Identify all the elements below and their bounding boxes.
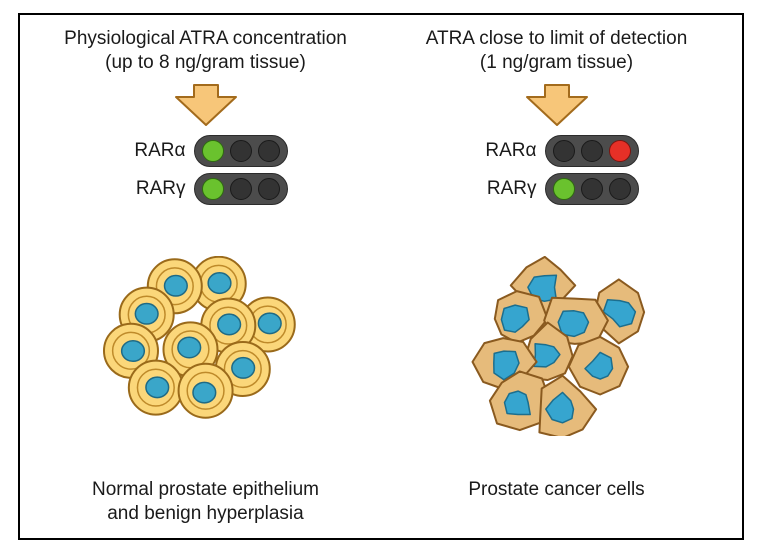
cancer-cells-icon xyxy=(439,256,675,436)
left-bottom-label: Normal prostate epithelium and benign hy… xyxy=(92,478,319,528)
indicator-row: RARα xyxy=(475,135,639,167)
status-light-off-icon xyxy=(258,178,280,200)
diagram-frame: Physiological ATRA concentration (up to … xyxy=(0,0,762,553)
left-column: Physiological ATRA concentration (up to … xyxy=(30,23,381,534)
status-light-off-icon xyxy=(581,140,603,162)
indicator-label: RARγ xyxy=(475,178,537,200)
status-pill xyxy=(545,173,639,205)
right-heading-line2: (1 ng/gram tissue) xyxy=(480,52,633,73)
left-heading-line2: (up to 8 ng/gram tissue) xyxy=(105,52,306,73)
right-column: ATRA close to limit of detection (1 ng/g… xyxy=(381,23,732,534)
right-cells xyxy=(439,219,675,472)
status-pill xyxy=(194,173,288,205)
left-heading-line1: Physiological ATRA concentration xyxy=(64,28,347,49)
diagram-inner: Physiological ATRA concentration (up to … xyxy=(18,13,744,540)
right-indicators: RARα RARγ xyxy=(475,135,639,205)
right-bottom-label: Prostate cancer cells xyxy=(468,478,644,528)
right-heading-line1: ATRA close to limit of detection xyxy=(426,28,688,49)
indicator-label: RARα xyxy=(475,140,537,162)
status-light-off-icon xyxy=(581,178,603,200)
left-bottom-line1: Normal prostate epithelium xyxy=(92,479,319,500)
status-light-green-icon xyxy=(202,140,224,162)
indicator-label: RARγ xyxy=(124,178,186,200)
right-bottom-line1: Prostate cancer cells xyxy=(468,479,644,500)
left-heading: Physiological ATRA concentration (up to … xyxy=(64,27,347,77)
normal-cells-icon xyxy=(88,256,324,436)
status-pill xyxy=(194,135,288,167)
status-light-off-icon xyxy=(230,178,252,200)
indicator-row: RARγ xyxy=(124,173,288,205)
status-light-green-icon xyxy=(553,178,575,200)
status-light-green-icon xyxy=(202,178,224,200)
down-arrow-icon xyxy=(174,83,238,127)
status-light-off-icon xyxy=(230,140,252,162)
indicator-row: RARγ xyxy=(475,173,639,205)
right-heading: ATRA close to limit of detection (1 ng/g… xyxy=(426,27,688,77)
left-cells xyxy=(88,219,324,472)
left-bottom-line2: and benign hyperplasia xyxy=(107,503,304,524)
indicator-row: RARα xyxy=(124,135,288,167)
down-arrow-icon xyxy=(525,83,589,127)
status-light-red-icon xyxy=(609,140,631,162)
status-light-off-icon xyxy=(258,140,280,162)
left-indicators: RARα RARγ xyxy=(124,135,288,205)
left-arrow xyxy=(174,83,238,127)
status-light-off-icon xyxy=(609,178,631,200)
status-pill xyxy=(545,135,639,167)
right-arrow xyxy=(525,83,589,127)
indicator-label: RARα xyxy=(124,140,186,162)
status-light-off-icon xyxy=(553,140,575,162)
